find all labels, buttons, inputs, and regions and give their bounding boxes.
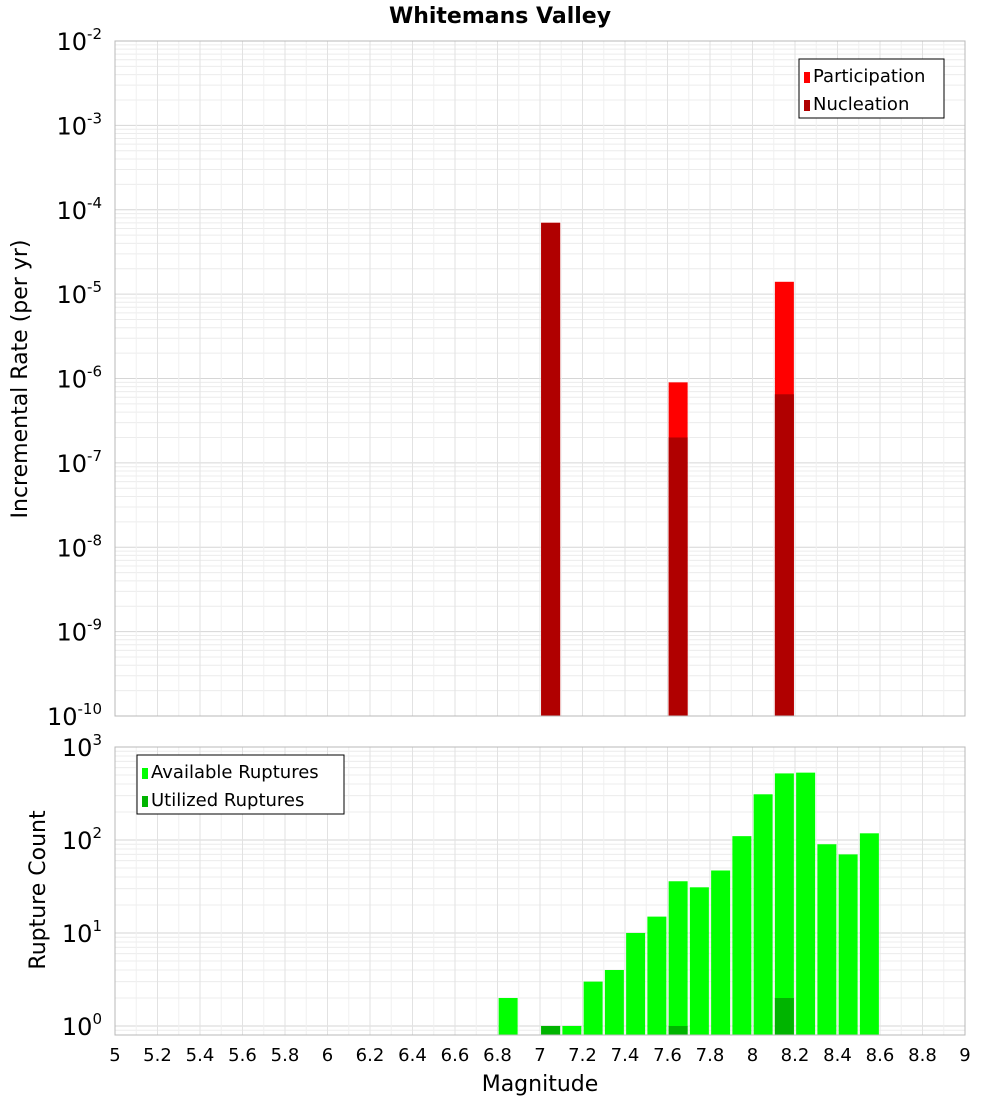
bar — [626, 932, 646, 1035]
x-tick-label: 6.8 — [483, 1045, 512, 1066]
legend-label: Nucleation — [813, 94, 909, 115]
y-tick-label: 10-10 — [47, 700, 102, 731]
series-available-ruptures — [498, 772, 879, 1035]
bar — [498, 997, 518, 1035]
y-tick-label: 103 — [62, 731, 102, 762]
rupture-count-panel: 103 102 101 100 Available Ruptures Utilized R… — [62, 731, 966, 1041]
bar — [668, 881, 688, 1035]
series-utilized-ruptures — [541, 997, 794, 1035]
x-tick-label: 9 — [959, 1045, 970, 1066]
bar — [774, 773, 794, 1035]
rate-axis-label: Incremental Rate (per yr) — [8, 240, 33, 519]
x-axis-label: Magnitude — [482, 1072, 599, 1097]
bar — [838, 854, 858, 1035]
bar — [668, 437, 688, 716]
y-tick-label: 10-3 — [56, 109, 102, 140]
legend: Participation Nucleation — [798, 58, 945, 119]
legend-swatch — [804, 72, 810, 83]
chart-title: Whitemans Valley — [389, 4, 611, 29]
bar — [668, 1025, 688, 1035]
y-tick-label: 102 — [62, 824, 102, 855]
legend-box — [136, 754, 345, 815]
x-tick-label: 7.4 — [611, 1045, 640, 1066]
x-tick-label: 5.6 — [228, 1045, 257, 1066]
bar — [647, 916, 667, 1035]
x-tick-label: 8.4 — [823, 1045, 852, 1066]
x-tick-label: 8 — [747, 1045, 758, 1066]
y-tick-label: 10-8 — [56, 531, 102, 562]
x-tick-label: 7.8 — [696, 1045, 725, 1066]
y-tick-label: 10-4 — [56, 194, 102, 225]
legend-swatch — [142, 768, 148, 779]
count-axis-label: Rupture Count — [26, 810, 51, 970]
x-tick-label: 7.6 — [653, 1045, 682, 1066]
x-tick-label: 8.8 — [908, 1045, 937, 1066]
x-tick-label: 6 — [322, 1045, 333, 1066]
x-tick-label: 6.2 — [356, 1045, 385, 1066]
y-tick-label: 10-6 — [56, 363, 102, 394]
y-tick-label: 101 — [62, 917, 102, 948]
bar — [583, 981, 603, 1035]
y-tick-label: 10-9 — [56, 616, 102, 647]
legend-box — [798, 58, 945, 119]
bar — [796, 772, 816, 1035]
bar — [774, 394, 794, 716]
bar — [541, 222, 561, 716]
legend-swatch — [804, 100, 810, 111]
y-tick-label: 10-7 — [56, 447, 102, 478]
rate-panel: 10-2 10-3 10-4 10-5 10-6 10-7 10-8 10-9 10-10 Par… — [47, 25, 966, 731]
plot-frame — [114, 746, 966, 1036]
legend-label: Available Ruptures — [151, 762, 319, 783]
plot-frame — [114, 40, 966, 717]
bar — [859, 833, 879, 1035]
bar — [689, 887, 709, 1035]
bar — [604, 969, 624, 1035]
x-tick-label: 5.2 — [143, 1045, 172, 1066]
x-tick-label: 5.8 — [271, 1045, 300, 1066]
legend: Available Ruptures Utilized Ruptures — [136, 754, 345, 815]
bar — [541, 1025, 561, 1035]
legend-swatch — [142, 796, 148, 807]
x-tick-label: 7 — [534, 1045, 545, 1066]
bar — [774, 997, 794, 1035]
x-tick-label: 5.4 — [186, 1045, 215, 1066]
legend-label: Utilized Ruptures — [151, 790, 304, 811]
bar — [562, 1025, 582, 1035]
y-tick-label: 10-2 — [56, 25, 102, 56]
bar — [732, 836, 752, 1035]
bar — [753, 794, 773, 1035]
x-tick-label: 5 — [109, 1045, 120, 1066]
bar — [711, 870, 731, 1035]
x-tick-label: 7.2 — [568, 1045, 597, 1066]
x-tick-label: 8.6 — [866, 1045, 895, 1066]
x-tick-label: 6.6 — [441, 1045, 470, 1066]
x-tick-label: 8.2 — [781, 1045, 810, 1066]
grid — [114, 41, 966, 717]
legend-label: Participation — [813, 66, 925, 87]
series-nucleation — [541, 222, 794, 716]
y-tick-label: 10-5 — [56, 278, 102, 309]
x-tick-label: 6.4 — [398, 1045, 427, 1066]
x-axis: 5 5.2 5.4 5.6 5.8 6 6.2 6.4 6.6 6.8 7 7.2 7.4 7.6 7.8 8… — [109, 1045, 970, 1066]
y-tick-label: 100 — [62, 1010, 102, 1041]
bar — [817, 844, 837, 1035]
